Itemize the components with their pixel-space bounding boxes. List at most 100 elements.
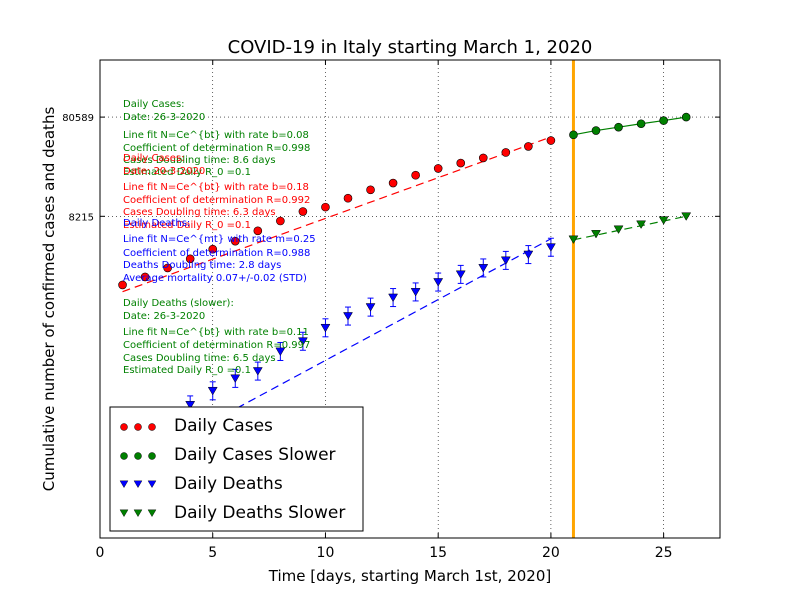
data-point [501,148,511,157]
series-daily-cases-slower [569,112,691,140]
annotation-line: Cases Doubling time: 6.3 days [123,207,276,218]
y-tick-label: 80589 [62,113,94,124]
axis-ticks: 0 5 10 15 20 25 8215 80589 [62,60,720,561]
annotation-line: Line fit N=Ce^{bt} with rate b=0.11 [123,327,309,338]
data-point [614,122,623,132]
series-daily-cases [118,136,556,290]
annotation-line: Coefficient of determination R=0.998 [123,143,310,154]
data-point [478,264,489,273]
legend-marker [147,480,157,488]
data-point [681,112,691,122]
legend-marker [147,509,157,517]
annotation-block: Daily Cases: Date: 20-3-2020 Line fit N=Ce… [123,153,310,231]
annotation-line: Line fit N=Ce^{bt} with rate b=0.18 [123,182,309,193]
annotation-line: Line fit N=Ce^{mt} with rate m=0.25 [123,234,316,245]
data-point [591,230,601,239]
chart-title: COVID-19 in Italy starting March 1, 2020 [228,37,593,58]
data-point [207,386,218,396]
data-point [636,220,647,229]
x-tick-label: 0 [96,545,105,561]
annotation-line: Cases Doubling time: 8.6 days [123,155,276,166]
annotation-line: Deaths Doubling time: 2.8 days [123,260,281,271]
data-point [365,303,376,312]
legend-marker [133,480,143,488]
data-point [659,116,668,125]
legend-label: Daily Deaths Slower [174,503,345,523]
data-point [343,193,353,203]
data-point [185,401,196,410]
legend-marker [120,452,128,460]
legend-label: Daily Cases Slower [174,445,336,465]
data-point [411,170,420,180]
data-point [388,178,398,188]
x-tick-label: 5 [208,545,217,561]
data-point [591,126,601,135]
data-point [297,337,308,346]
data-marks [117,112,692,465]
data-point [230,374,241,383]
x-tick-label: 10 [317,545,335,561]
data-point [681,212,692,221]
legend-marker [119,509,129,517]
data-point [545,243,556,252]
x-tick-label: 25 [655,545,673,561]
data-point [230,236,240,246]
legend-marker [133,509,143,517]
data-point [546,136,556,145]
legend-marker [134,452,142,460]
data-point [410,288,421,297]
annotation-line: Estimated Daily R_0 =0.1 [123,220,251,231]
annotation-line: Coefficient of determination R=0.997 [123,340,310,351]
grid-lines [100,60,720,538]
series-daily-deaths-slower [568,212,692,244]
data-point [298,207,308,216]
legend-marker [134,423,142,431]
data-point [185,254,195,264]
data-point [613,225,624,234]
annotation-block: Daily Deaths: Line fit N=Ce^{mt} with rat… [123,218,316,284]
data-point [568,235,579,244]
annotation-line: Date: 20-3-2020 [123,166,205,177]
data-point [321,202,330,212]
fit-line [573,215,687,241]
y-axis-label: Cumulative number of confirmed cases and… [40,107,58,492]
annotation-line: Coefficient of determination R=0.988 [123,248,310,259]
x-tick-label: 15 [429,545,447,561]
data-point [208,244,218,254]
data-point [118,280,127,290]
data-point [163,263,172,273]
data-point [253,226,263,236]
legend: Daily Cases Daily Cases Slower Daily Death… [109,406,364,532]
legend-item: Daily Deaths [119,474,283,494]
legend-marker [119,480,129,488]
annotation-line: Daily Cases: [123,153,185,164]
legend-item: Daily Cases Slower [120,445,336,465]
data-point [524,142,533,151]
data-point [500,256,511,265]
data-point [320,323,331,333]
data-point [456,158,466,168]
x-tick-label: 20 [542,545,560,561]
data-point [343,312,353,321]
annotation-texts: Daily Cases: Date: 26-3-2020 Line fit N=Ce… [123,99,316,376]
legend-item: Daily Deaths Slower [119,503,345,523]
data-point [478,153,488,163]
annotation-line: Estimated Daily R_0 =0.1 [123,365,251,376]
legend-item: Daily Cases [120,416,273,436]
data-point [252,367,263,376]
y-tick-label: 8215 [69,212,94,223]
data-point [523,250,534,260]
legend-label: Daily Cases [174,416,273,436]
plot-area-frame [99,59,721,539]
annotation-block: Daily Cases: Date: 26-3-2020 Line fit N=Ce… [123,99,310,178]
x-axis-label: Time [days, starting March 1st, 2020] [268,567,551,585]
legend-marker [120,423,128,431]
data-point [658,216,669,225]
annotation-line: Date: 26-3-2020 [123,311,205,322]
annotation-line: Date: 26-3-2020 [123,112,205,123]
annotation-block: Daily Deaths (slower): Date: 26-3-2020 Lin… [123,298,310,376]
data-point [140,272,150,282]
data-point [636,119,646,129]
data-point [275,347,286,357]
